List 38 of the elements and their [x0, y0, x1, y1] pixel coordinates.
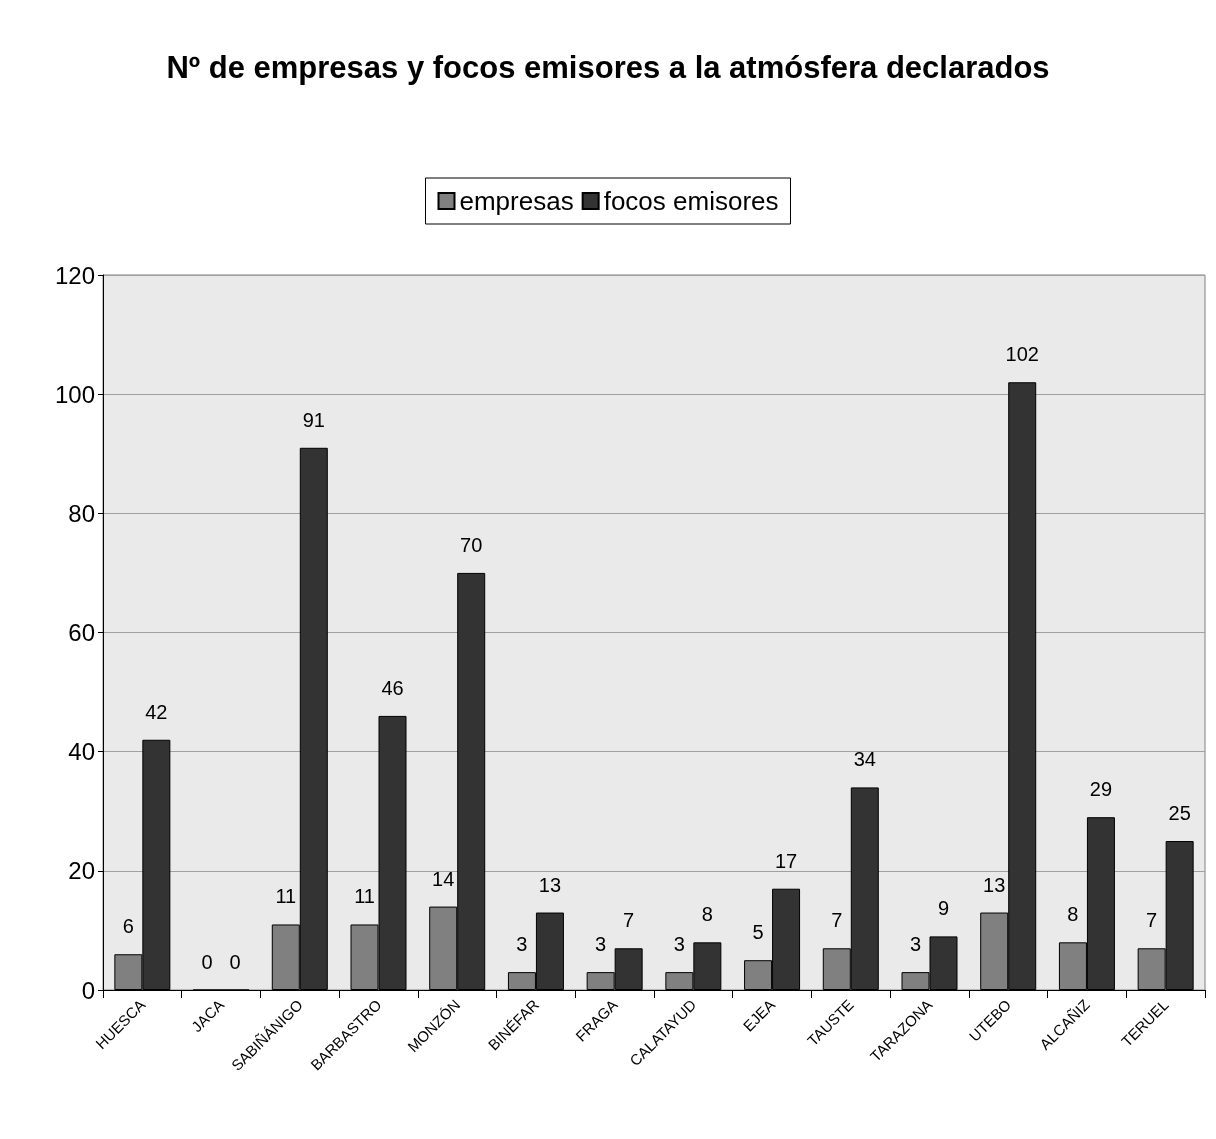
data-label: 13 [983, 873, 1006, 896]
data-label: 46 [381, 676, 404, 699]
data-label: 8 [1067, 903, 1079, 926]
data-label: 0 [229, 950, 241, 973]
data-label: 0 [201, 950, 213, 973]
data-label: 29 [1089, 778, 1113, 801]
y-tick-label: 0 [81, 976, 95, 1004]
y-tick-label: 40 [68, 738, 95, 766]
y-tick-label: 100 [54, 380, 95, 408]
data-label: 3 [595, 933, 607, 956]
data-label: 11 [354, 885, 375, 908]
legend-label: focos emisores [603, 186, 779, 216]
y-tick-label: 80 [68, 499, 95, 527]
data-label: 6 [122, 915, 134, 938]
data-label: 7 [1146, 909, 1158, 932]
y-tick-label: 120 [54, 261, 95, 289]
data-label: 17 [774, 849, 798, 872]
data-label: 25 [1168, 802, 1191, 825]
data-label: 5 [752, 921, 764, 944]
data-label: 9 [937, 897, 950, 920]
data-label: 70 [460, 533, 483, 556]
data-label: 7 [623, 909, 635, 932]
data-label: 8 [701, 903, 713, 926]
data-label: 14 [432, 867, 455, 890]
data-label: 34 [853, 748, 876, 771]
data-label: 3 [673, 933, 685, 956]
chart-title: Nº de empresas y focos emisores a la atmósfera declarados [166, 49, 1050, 85]
y-tick-label: 60 [68, 619, 95, 646]
data-label: 11 [275, 885, 297, 908]
data-label: 7 [831, 909, 843, 932]
data-label: 42 [145, 700, 168, 723]
data-label: 3 [909, 933, 922, 956]
data-label: 13 [538, 873, 562, 896]
y-tick-label: 20 [68, 857, 95, 885]
data-label: 3 [516, 933, 528, 956]
data-label: 91 [302, 408, 325, 431]
data-label: 102 [1005, 343, 1039, 366]
legend-label: empresas [459, 186, 574, 216]
